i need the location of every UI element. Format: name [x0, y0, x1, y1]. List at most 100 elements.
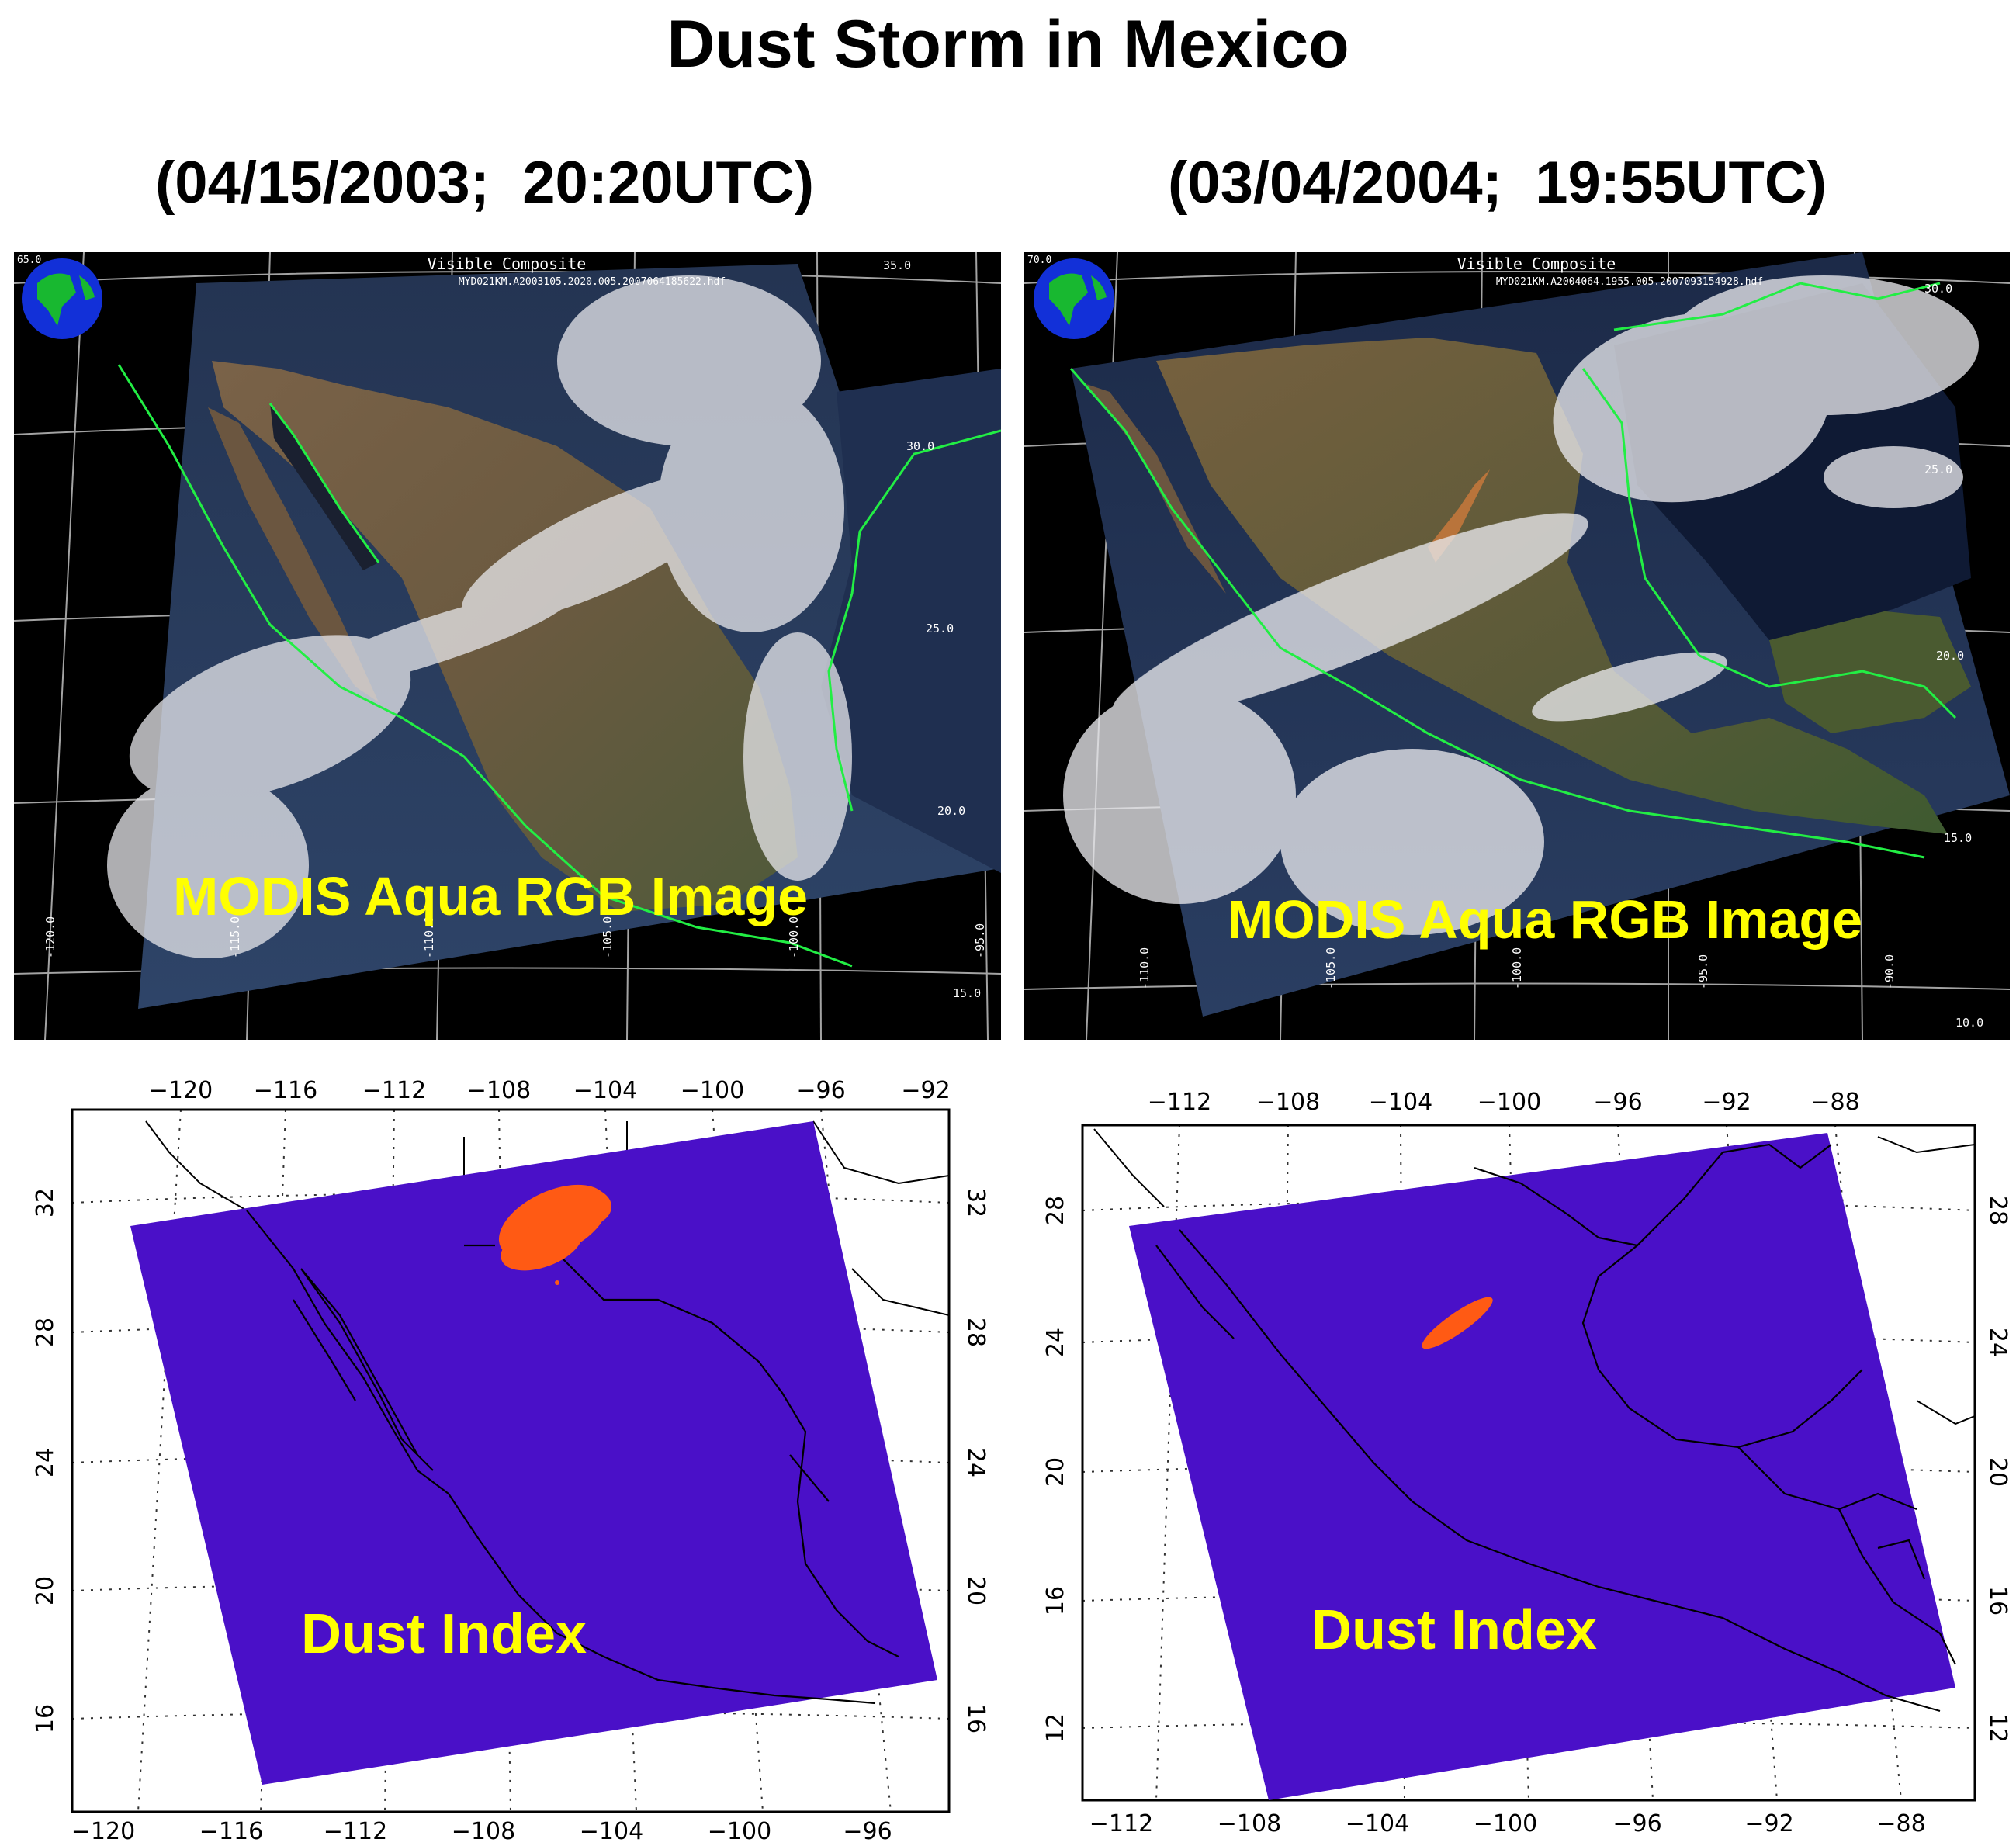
coastline-left	[117, 364, 1001, 968]
tick-label: −108	[467, 1077, 531, 1104]
corner-label-right: 70.0	[1027, 255, 1051, 266]
lat-label-right: 30.0	[1924, 282, 1952, 296]
lon-label-left: -95.0	[973, 923, 987, 958]
tick-label: −112	[362, 1077, 426, 1104]
rgb-filename-right: MYD021KM.A2004064.1955.005.2007093154928…	[1496, 276, 1763, 288]
tick-label: −92	[1702, 1089, 1751, 1116]
rgb-image-left: Visible Composite MYD021KM.A2003105.2020…	[14, 252, 1001, 1040]
tick-label: 16	[1042, 1586, 1069, 1616]
tick-label: 16	[962, 1704, 989, 1733]
tick-label: 28	[962, 1318, 989, 1347]
lon-label-right: -95.0	[1696, 954, 1710, 989]
rgb-image-panel-left: Visible Composite MYD021KM.A2003105.2020…	[14, 252, 1001, 1040]
coast-outline-outside-right	[1093, 1128, 1976, 1425]
lon-label-left: -110.0	[422, 916, 436, 958]
baja-left	[208, 407, 379, 702]
tick-label: −88	[1810, 1089, 1859, 1116]
bottom-tick-labels-right: −112 −108 −104 −100 −96 −92 −88	[1089, 1810, 1926, 1837]
tick-label: −104	[580, 1818, 643, 1843]
lat-label-right: 20.0	[1936, 649, 1964, 663]
top-tick-labels-right: −112 −108 −104 −100 −96 −92 −88	[1148, 1089, 1860, 1116]
lon-label-left: -115.0	[228, 916, 242, 958]
tick-label: −108	[1256, 1089, 1320, 1116]
tick-label: −108	[1218, 1810, 1281, 1837]
tick-label: 28	[32, 1318, 59, 1347]
lat-label-left: 35.0	[883, 258, 911, 272]
lon-label-left: -120.0	[43, 916, 57, 958]
tick-label: −104	[573, 1077, 637, 1104]
dust-overlay-label-left: Dust Index	[301, 1603, 587, 1665]
lat-label-right: 10.0	[1955, 1016, 1983, 1030]
tick-label: −112	[324, 1818, 387, 1843]
lat-label-left: 20.0	[937, 804, 965, 818]
rgb-header-right: Visible Composite	[1457, 255, 1616, 273]
rgb-header-left: Visible Composite	[428, 255, 587, 273]
tick-label: 32	[962, 1188, 989, 1217]
tick-label: −96	[1612, 1810, 1661, 1837]
globe-icon-right	[1034, 258, 1114, 339]
tick-label: −120	[71, 1818, 135, 1843]
lat-label-left: 15.0	[953, 986, 981, 1000]
lat-label-right: 15.0	[1944, 831, 1972, 845]
tick-label: 28	[1984, 1196, 2010, 1225]
tick-label: 20	[962, 1576, 989, 1605]
dust-swath-right	[1129, 1133, 1955, 1800]
tick-label: 16	[32, 1704, 59, 1733]
dust-swath-left	[130, 1121, 937, 1785]
dust-index-panel-left: −120 −116 −112 −108 −104 −100 −96 −92 −1…	[14, 1067, 1001, 1843]
tick-label: −112	[1148, 1089, 1211, 1116]
tick-label: −100	[1477, 1089, 1541, 1116]
lon-label-right: -100.0	[1510, 947, 1524, 989]
rgb-overlay-label-right: MODIS Aqua RGB Image	[1228, 889, 1863, 950]
page-title: Dust Storm in Mexico	[667, 7, 1349, 81]
right-tick-labels-left: 32 28 24 20 16	[962, 1188, 989, 1733]
dust-overlay-label-right: Dust Index	[1311, 1599, 1598, 1661]
date-label-right: (03/04/2004; 19:55UTC)	[1168, 150, 1827, 216]
lat-label-right: 25.0	[1924, 462, 1952, 476]
dust-plume-left	[498, 1184, 611, 1285]
left-tick-labels-right: 28 24 20 16 12	[1042, 1196, 1069, 1743]
tick-label: −108	[452, 1818, 515, 1843]
tick-label: −112	[1089, 1810, 1153, 1837]
globe-icon-left	[22, 258, 102, 339]
tick-label: −104	[1369, 1089, 1432, 1116]
bottom-tick-labels-left: −120 −116 −112 −108 −104 −100 −96	[71, 1818, 892, 1843]
coast-outline-inside-left	[246, 1210, 899, 1705]
clouds-left	[107, 275, 852, 958]
tick-label: 24	[962, 1448, 989, 1477]
tick-label: 20	[1042, 1457, 1069, 1487]
rgb-overlay-label-left: MODIS Aqua RGB Image	[173, 866, 809, 926]
right-tick-labels-right: 28 24 20 16 12	[1984, 1196, 2010, 1743]
rgb-image-right: Visible Composite MYD021KM.A2004064.1955…	[1024, 252, 2010, 1040]
tick-label: −120	[149, 1077, 213, 1104]
tick-label: −96	[843, 1818, 892, 1843]
tick-label: −100	[708, 1818, 771, 1843]
top-tick-labels-left: −120 −116 −112 −108 −104 −100 −96 −92	[149, 1077, 951, 1104]
lon-label-left: -100.0	[787, 916, 801, 958]
lon-label-right: -110.0	[1138, 947, 1152, 989]
left-tick-labels-left: 32 28 24 20 16	[32, 1188, 59, 1733]
tick-label: 12	[1984, 1713, 2010, 1743]
tick-label: −88	[1876, 1810, 1925, 1837]
corner-label-left: 65.0	[17, 255, 41, 266]
lon-label-left: -105.0	[601, 916, 615, 958]
gulf-california-left	[270, 403, 379, 570]
gulf-mexico-left	[821, 369, 1001, 873]
dust-index-map-left: −120 −116 −112 −108 −104 −100 −96 −92 −1…	[32, 1077, 989, 1843]
tick-label: 28	[1042, 1196, 1069, 1225]
tick-label: 24	[1042, 1328, 1069, 1357]
tick-label: −92	[1744, 1810, 1793, 1837]
tick-label: −100	[681, 1077, 744, 1104]
mexico-land-right	[1156, 338, 1948, 834]
tick-label: 24	[1984, 1328, 2010, 1357]
lat-label-left: 25.0	[926, 622, 954, 636]
yucatan-right	[1769, 609, 1971, 733]
dust-plume-right	[1422, 1297, 1493, 1349]
tick-label: −116	[254, 1077, 317, 1104]
tick-label: 12	[1042, 1713, 1069, 1743]
lon-label-right: -90.0	[1883, 954, 1896, 989]
dust-index-panel-right: −112 −108 −104 −100 −96 −92 −88 −112 −10…	[1024, 1075, 2010, 1843]
coast-outline-inside-right	[1155, 1143, 1956, 1713]
tick-label: 16	[1984, 1586, 2010, 1616]
tick-label: 24	[32, 1448, 59, 1477]
